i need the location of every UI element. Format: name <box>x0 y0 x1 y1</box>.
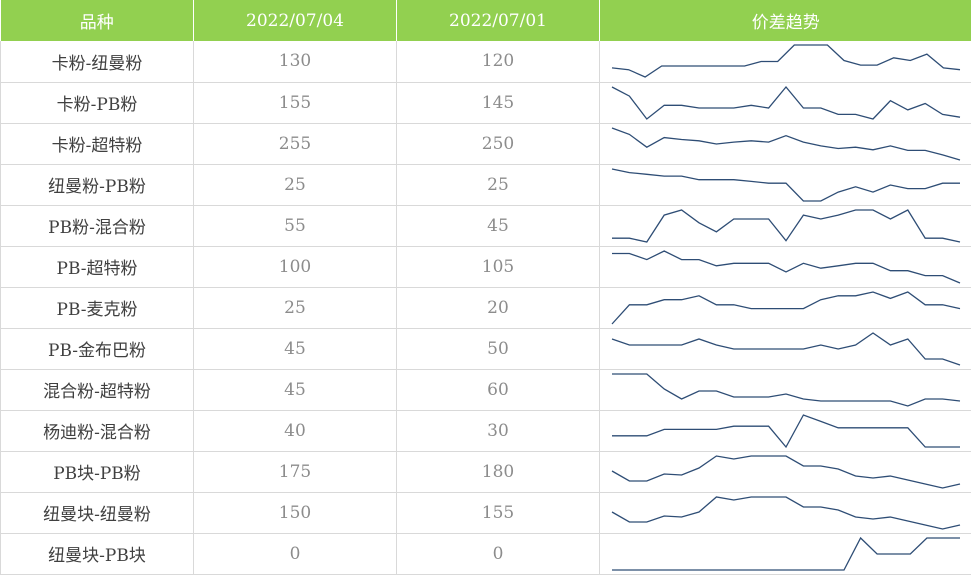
sparkline-series <box>612 536 960 571</box>
sparkline-chart <box>611 454 961 489</box>
variety-cell: 纽曼块-纽曼粉 <box>0 492 194 534</box>
table-row: 卡粉-超特粉 255 250 <box>0 123 971 165</box>
sparkline-chart <box>612 413 960 448</box>
value-date-2-cell: 250 <box>396 123 600 165</box>
table-row: 混合粉-超特粉 45 60 <box>0 369 971 411</box>
value-date-2-cell: 180 <box>396 451 600 493</box>
sparkline-series <box>611 331 961 366</box>
sparkline-chart <box>612 249 961 284</box>
variety-cell: PB-金布巴粉 <box>0 328 194 370</box>
trend-cell <box>599 287 971 329</box>
value-date-1-cell: 45 <box>193 328 397 370</box>
sparkline-chart <box>611 44 961 78</box>
value-date-2-cell: 45 <box>396 205 600 247</box>
variety-cell: 卡粉-PB粉 <box>0 82 194 124</box>
sparkline-series <box>612 249 961 284</box>
sparkline-chart <box>611 331 961 366</box>
variety-cell: 杨迪粉-混合粉 <box>0 410 194 452</box>
sparkline-chart <box>612 536 960 571</box>
trend-cell <box>599 41 971 83</box>
trend-cell <box>599 123 971 165</box>
table-row: 纽曼块-PB块 0 0 <box>0 533 971 575</box>
value-date-1-cell: 255 <box>193 123 397 165</box>
trend-cell <box>599 533 971 575</box>
variety-cell: PB-超特粉 <box>0 246 194 288</box>
value-date-2-cell: 120 <box>396 41 600 83</box>
sparkline-series <box>611 126 961 161</box>
value-date-1-cell: 25 <box>193 287 397 329</box>
trend-cell <box>599 369 971 411</box>
variety-cell: PB粉-混合粉 <box>0 205 194 247</box>
sparkline-series <box>612 208 961 243</box>
sparkline-chart <box>611 167 960 202</box>
trend-cell <box>599 451 971 493</box>
value-date-1-cell: 175 <box>193 451 397 493</box>
trend-cell <box>599 82 971 124</box>
table-row: PB粉-混合粉 55 45 <box>0 205 971 247</box>
sparkline-series <box>611 85 961 120</box>
value-date-2-cell: 105 <box>396 246 600 288</box>
sparkline-series <box>612 372 961 407</box>
trend-cell <box>599 328 971 370</box>
value-date-1-cell: 130 <box>193 41 397 83</box>
table-row: PB-麦克粉 25 20 <box>0 287 971 329</box>
sparkline-series <box>611 290 961 324</box>
table-row: PB-超特粉 100 105 <box>0 246 971 288</box>
variety-cell: 纽曼粉-PB粉 <box>0 164 194 206</box>
variety-cell: 卡粉-纽曼粉 <box>0 41 194 83</box>
value-date-2-cell: 30 <box>396 410 600 452</box>
value-date-2-cell: 145 <box>396 82 600 124</box>
value-date-1-cell: 100 <box>193 246 397 288</box>
variety-cell: 混合粉-超特粉 <box>0 369 194 411</box>
sparkline-chart <box>611 85 961 120</box>
trend-cell <box>599 410 971 452</box>
value-date-1-cell: 40 <box>193 410 397 452</box>
sparkline-chart <box>611 495 961 530</box>
variety-cell: PB块-PB粉 <box>0 451 194 493</box>
table-row: 纽曼块-纽曼粉 150 155 <box>0 492 971 534</box>
variety-cell: 纽曼块-PB块 <box>0 533 194 575</box>
header-variety: 品种 <box>0 0 194 41</box>
header-date-1: 2022/07/04 <box>193 0 397 41</box>
sparkline-chart <box>612 208 961 243</box>
value-date-1-cell: 155 <box>193 82 397 124</box>
value-date-2-cell: 0 <box>396 533 600 575</box>
sparkline-series <box>611 44 961 78</box>
table-row: PB-金布巴粉 45 50 <box>0 328 971 370</box>
value-date-1-cell: 25 <box>193 164 397 206</box>
header-date-2: 2022/07/01 <box>396 0 600 41</box>
sparkline-chart <box>611 290 961 324</box>
value-date-2-cell: 60 <box>396 369 600 411</box>
trend-cell <box>599 205 971 247</box>
sparkline-series <box>611 495 961 530</box>
value-date-1-cell: 55 <box>193 205 397 247</box>
sparkline-chart <box>611 126 961 161</box>
trend-cell <box>599 164 971 206</box>
trend-cell <box>599 492 971 534</box>
sparkline-series <box>611 454 961 489</box>
table-row: 卡粉-纽曼粉 130 120 <box>0 41 971 83</box>
value-date-1-cell: 150 <box>193 492 397 534</box>
table-header-row: 品种 2022/07/04 2022/07/01 价差趋势 <box>0 0 971 41</box>
table-row: 杨迪粉-混合粉 40 30 <box>0 410 971 452</box>
value-date-1-cell: 0 <box>193 533 397 575</box>
sparkline-series <box>612 413 960 448</box>
table-row: PB块-PB粉 175 180 <box>0 451 971 493</box>
variety-cell: PB-麦克粉 <box>0 287 194 329</box>
value-date-2-cell: 25 <box>396 164 600 206</box>
variety-cell: 卡粉-超特粉 <box>0 123 194 165</box>
sparkline-chart <box>612 372 961 407</box>
sparkline-series <box>611 167 960 202</box>
value-date-2-cell: 20 <box>396 287 600 329</box>
trend-cell <box>599 246 971 288</box>
header-trend: 价差趋势 <box>751 13 820 33</box>
value-date-1-cell: 45 <box>193 369 397 411</box>
table-row: 卡粉-PB粉 155 145 <box>0 82 971 124</box>
table-row: 纽曼粉-PB粉 25 25 <box>0 164 971 206</box>
value-date-2-cell: 50 <box>396 328 600 370</box>
value-date-2-cell: 155 <box>396 492 600 534</box>
